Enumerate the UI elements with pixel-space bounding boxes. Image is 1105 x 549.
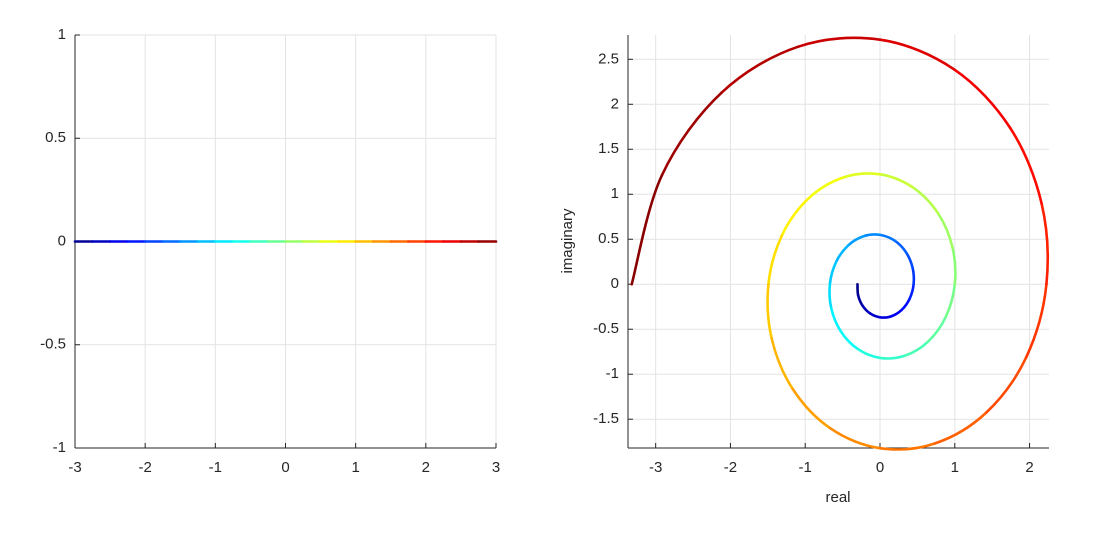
curve-segment: [878, 315, 893, 319]
curve-segment: [856, 347, 882, 360]
curve-segment: [878, 38, 956, 71]
y-tick-label: 2: [611, 95, 619, 112]
y-tick-label: -0.5: [40, 336, 66, 353]
y-tick-label: 2.5: [598, 50, 619, 67]
curve-segment: [904, 251, 914, 270]
y-axis-label: imaginary: [559, 208, 576, 274]
x-tick-label: 1: [351, 459, 359, 476]
curve-segment: [944, 282, 957, 319]
curve-segment: [856, 282, 860, 297]
x-tick-label: 3: [492, 459, 500, 476]
curve-segment: [952, 67, 1012, 130]
curve-segment: [796, 36, 882, 48]
curve-segment: [951, 246, 957, 286]
curve-segment: [660, 91, 723, 177]
curve-segment: [719, 45, 800, 95]
curve-segment: [807, 176, 845, 200]
y-tick-label: 1.5: [598, 140, 619, 157]
curve-segment: [830, 307, 843, 333]
curve-segment: [911, 266, 916, 286]
x-tick-label: -1: [799, 459, 812, 476]
curve-segment: [1040, 202, 1049, 286]
y-tick-label: -1: [606, 365, 619, 382]
curve-segment: [1008, 126, 1043, 205]
curve-segment: [908, 282, 915, 301]
y-tick-label: 0: [611, 275, 619, 292]
x-tick-label: -3: [649, 459, 662, 476]
x-tick-label: 2: [422, 459, 430, 476]
curve-segment: [985, 355, 1028, 414]
curve-segment: [791, 387, 832, 430]
y-tick-label: 0.5: [45, 129, 66, 146]
curve-segment: [630, 174, 664, 286]
curve-segment: [878, 173, 915, 189]
y-tick-label: 1: [611, 185, 619, 202]
curve-segment: [839, 330, 860, 351]
curve-segment: [903, 340, 930, 358]
curve-segment: [767, 234, 784, 286]
y-tick-label: 0.5: [598, 230, 619, 247]
curve-segment: [926, 315, 948, 344]
curve-segment: [780, 197, 810, 237]
curve-segment: [766, 282, 773, 340]
curve-segment: [834, 244, 850, 264]
curve-segment: [933, 411, 988, 445]
y-tick-label: 0: [58, 232, 66, 249]
curve-segment: [829, 427, 882, 450]
curve-segment: [828, 260, 838, 286]
x-tick-label: 1: [951, 459, 959, 476]
curve-segment: [828, 282, 833, 310]
curve-segment: [893, 239, 908, 254]
y-tick-label: 1: [58, 26, 66, 43]
curve-segment: [878, 354, 906, 360]
curve-segment: [770, 336, 795, 391]
curve-segment: [878, 233, 897, 243]
curve-segment: [846, 234, 865, 247]
x-tick-label: -1: [209, 459, 222, 476]
x-axis-label: real: [825, 489, 850, 506]
curve-segment: [937, 212, 954, 250]
x-tick-label: -2: [724, 459, 737, 476]
x-tick-label: -2: [138, 459, 151, 476]
x-tick-label: -3: [68, 459, 81, 476]
x-tick-label: 0: [281, 459, 289, 476]
y-tick-label: -1.5: [593, 410, 619, 427]
x-tick-label: 0: [876, 459, 884, 476]
y-tick-label: -1: [53, 439, 66, 456]
curve-segment: [1024, 282, 1048, 359]
curve-segment: [862, 233, 882, 238]
curve-segment: [911, 186, 940, 216]
curve-segment: [878, 442, 937, 451]
x-tick-label: 2: [1025, 459, 1033, 476]
curve-segment: [841, 172, 882, 179]
y-tick-label: -0.5: [593, 320, 619, 337]
